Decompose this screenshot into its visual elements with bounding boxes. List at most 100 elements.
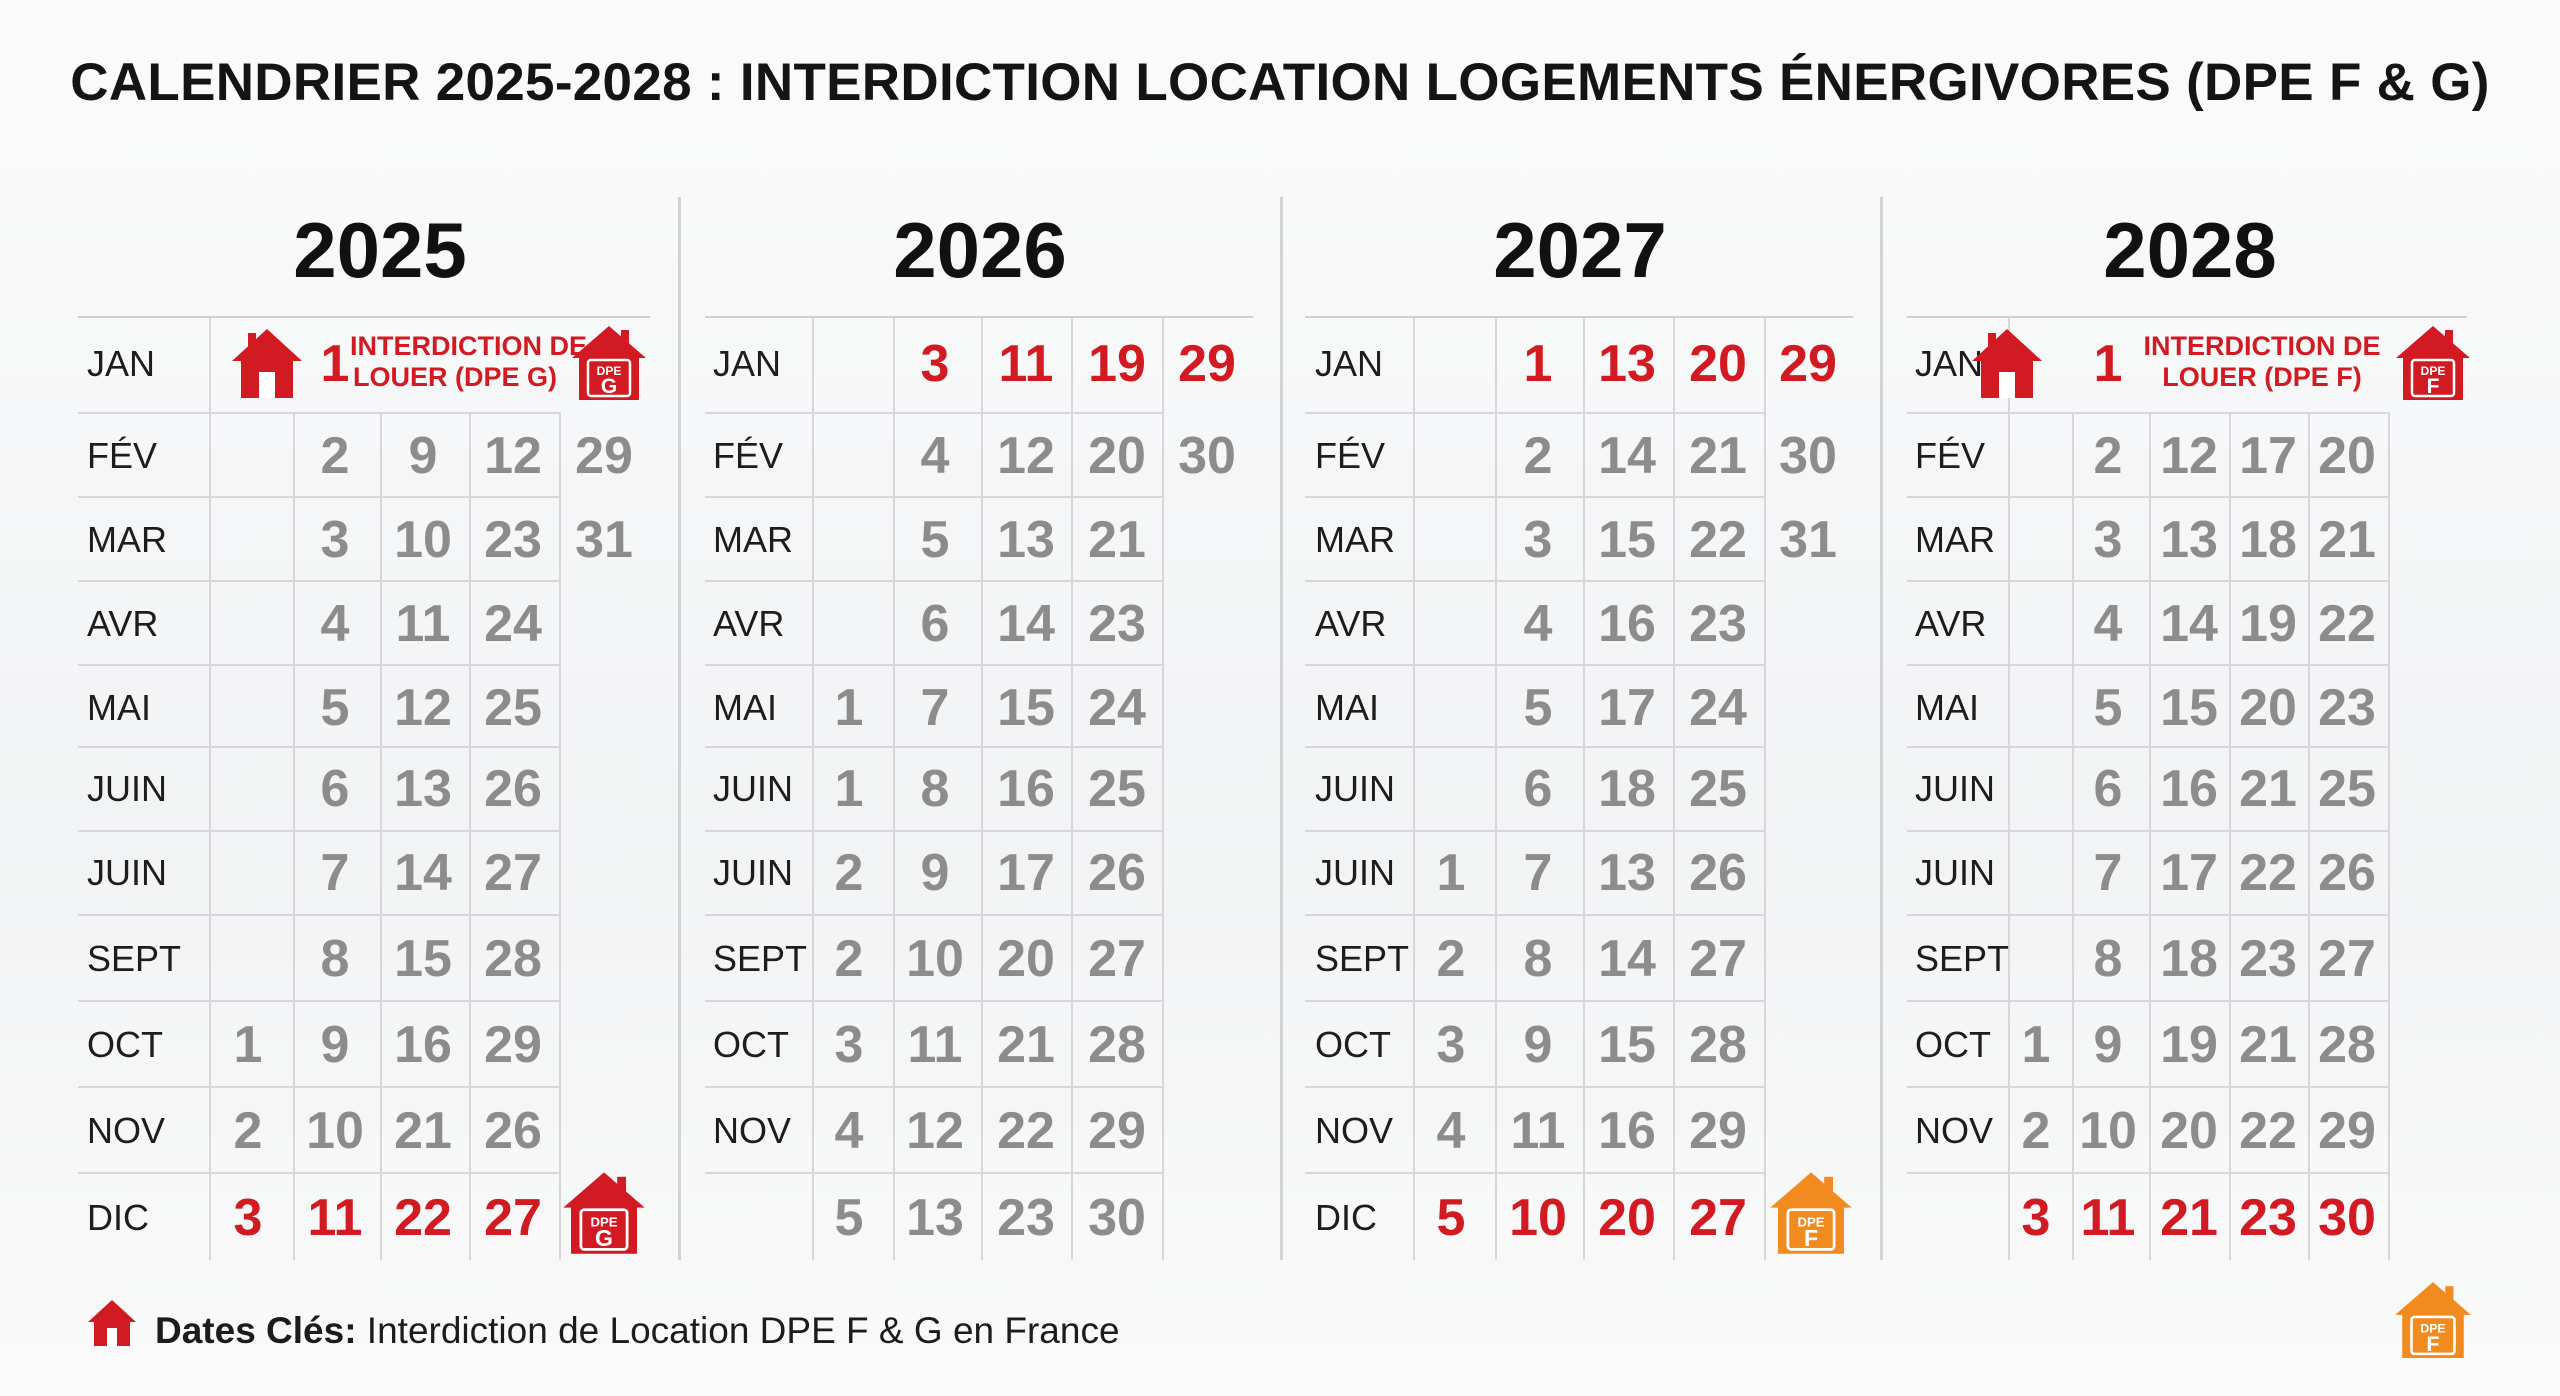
- month-label: FÉV: [87, 435, 158, 476]
- day-cell: 4: [834, 1102, 864, 1160]
- day-cell: 1: [834, 679, 864, 737]
- day-cell: 7: [920, 679, 950, 737]
- grid-col-line: [559, 412, 561, 1260]
- day-cell: 25: [2318, 760, 2376, 818]
- day-cell: 19: [2239, 595, 2297, 653]
- svg-text:DPE: DPE: [1797, 1214, 1824, 1229]
- day-cell: 26: [1088, 844, 1146, 902]
- month-label: JUIN: [1915, 768, 1995, 809]
- dpe-f-badge-icon: DPE F: [2392, 1278, 2474, 1365]
- dpe-f-badge-icon: DPE F: [2393, 322, 2473, 407]
- day-cell: 27: [484, 1189, 542, 1247]
- day-cell: 17: [2239, 427, 2297, 485]
- day-cell: 5: [834, 1189, 864, 1247]
- month-label: AVR: [87, 603, 159, 644]
- day-cell: 28: [484, 930, 542, 988]
- grid-col-line: [2008, 318, 2010, 1260]
- day-cell: 2: [1436, 930, 1466, 988]
- day-cell: 30: [1178, 427, 1236, 485]
- day-cell: 3: [320, 511, 350, 569]
- day-cell: 6: [1523, 760, 1553, 818]
- month-label: FÉV: [713, 435, 784, 476]
- grid-row-line: [1305, 1086, 1766, 1088]
- day-cell: 22: [394, 1189, 452, 1247]
- day-cell: 20: [1689, 335, 1747, 393]
- grid-row-line: [1907, 580, 2390, 582]
- day-cell: 27: [1689, 1189, 1747, 1247]
- grid-row-line: [1305, 580, 1766, 582]
- day-cell: 12: [484, 427, 542, 485]
- svg-text:F: F: [2427, 375, 2440, 398]
- day-cell: 14: [2160, 595, 2218, 653]
- day-cell: 14: [394, 844, 452, 902]
- month-label: OCT: [87, 1024, 163, 1065]
- house-icon: [228, 326, 306, 405]
- day-cell: 16: [1598, 595, 1656, 653]
- grid-col-line: [1583, 318, 1585, 1260]
- day-cell: 11: [907, 1016, 963, 1074]
- day-cell: 11: [2080, 1189, 2136, 1247]
- grid-top-line: [705, 316, 1253, 318]
- day-cell: 4: [1523, 595, 1553, 653]
- day-cell: 2: [834, 844, 864, 902]
- year-title-2025: 2025: [293, 206, 467, 294]
- grid-row-line: [1907, 914, 2390, 916]
- day-cell: 16: [2160, 760, 2218, 818]
- grid-top-line: [1305, 316, 1853, 318]
- day-cell: 18: [1598, 760, 1656, 818]
- grid-row-line: [1907, 1000, 2390, 1002]
- year-title-2027: 2027: [1493, 206, 1667, 294]
- day-cell: 7: [320, 844, 350, 902]
- house-icon: [88, 1300, 136, 1346]
- grid-row-line: [705, 664, 1164, 666]
- day-cell: 16: [997, 760, 1055, 818]
- day-cell: 14: [997, 595, 1055, 653]
- grid-row-line: [1305, 746, 1766, 748]
- day-cell: 2: [2021, 1102, 2051, 1160]
- grid-col-line: [380, 412, 382, 1260]
- day-cell: 18: [2160, 930, 2218, 988]
- day-cell: 10: [1509, 1189, 1567, 1247]
- day-cell: 5: [1436, 1189, 1466, 1247]
- day-cell: 10: [306, 1102, 364, 1160]
- page-title: CALENDRIER 2025-2028 : INTERDICTION LOCA…: [70, 53, 2490, 112]
- day-cell: 6: [920, 595, 950, 653]
- grid-col-line: [2149, 412, 2151, 1260]
- month-label: MAI: [1915, 687, 1980, 728]
- day-cell: 13: [1598, 844, 1656, 902]
- month-label: MAR: [713, 519, 793, 560]
- day-cell: 12: [997, 427, 1055, 485]
- month-label: JAN: [713, 343, 782, 384]
- svg-text:DPE: DPE: [2420, 1321, 2445, 1335]
- day-cell: 30: [2318, 1189, 2376, 1247]
- day-cell: 15: [997, 679, 1055, 737]
- month-label: MAR: [87, 519, 167, 560]
- day-cell: 1: [320, 335, 350, 393]
- grid-row-line: [78, 664, 561, 666]
- month-label: MAI: [1315, 687, 1380, 728]
- day-cell: 4: [920, 427, 950, 485]
- day-cell: 13: [906, 1189, 964, 1247]
- day-cell: 28: [2318, 1016, 2376, 1074]
- grid-row-line: [705, 1000, 1164, 1002]
- month-label: JUIN: [1315, 768, 1395, 809]
- day-cell: 16: [1598, 1102, 1656, 1160]
- day-cell: 26: [484, 1102, 542, 1160]
- grid-col-line: [981, 318, 983, 1260]
- month-label: JUIN: [713, 852, 793, 893]
- footer-bold: Dates Clés:: [155, 1310, 357, 1351]
- grid-col-line: [2388, 412, 2390, 1260]
- grid-row-line: [78, 580, 561, 582]
- day-cell: 3: [920, 335, 950, 393]
- day-cell: 20: [1598, 1189, 1656, 1247]
- month-label: SEPT: [713, 938, 808, 979]
- svg-text:DPE: DPE: [590, 1214, 617, 1229]
- year-divider: [678, 197, 681, 1260]
- grid-top-line: [78, 316, 650, 318]
- day-cell: 22: [2239, 1102, 2297, 1160]
- day-cell: 21: [997, 1016, 1055, 1074]
- day-cell: 25: [1689, 760, 1747, 818]
- day-cell: 31: [1779, 511, 1837, 569]
- day-cell: 3: [834, 1016, 864, 1074]
- month-label: NOV: [87, 1110, 166, 1151]
